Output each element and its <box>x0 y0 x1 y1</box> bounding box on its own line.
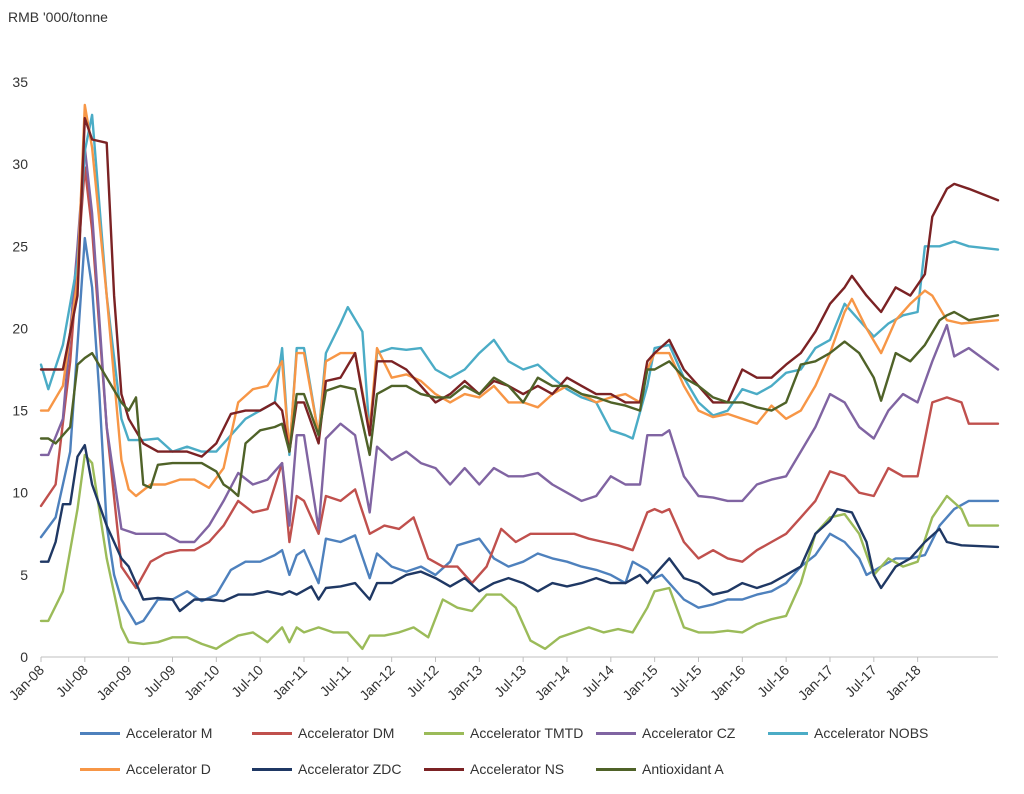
legend-swatch <box>596 731 636 735</box>
x-tick-label: Jan-14 <box>532 662 574 704</box>
x-tick-label: Jan-10 <box>181 662 223 704</box>
legend-swatch <box>80 767 120 771</box>
series-line-antioxidant-a <box>39 310 1000 498</box>
x-tick-label: Jan-16 <box>707 662 749 704</box>
legend-item: Accelerator ZDC <box>252 758 424 780</box>
legend-item: Accelerator TMTD <box>424 722 596 744</box>
y-tick-label: 30 <box>12 156 28 172</box>
x-tick-label: Jul-11 <box>316 662 354 700</box>
legend-label: Accelerator D <box>126 761 211 777</box>
legend-item: Accelerator M <box>80 722 252 744</box>
legend-row: Accelerator M Accelerator DM Accelerator T… <box>80 722 980 744</box>
y-tick-label: 0 <box>20 649 28 665</box>
y-tick-label: 15 <box>12 403 28 419</box>
legend-label: Accelerator ZDC <box>298 761 402 777</box>
y-tick-label: 25 <box>12 238 28 254</box>
legend-item: Accelerator CZ <box>596 722 768 744</box>
x-tick-label: Jan-12 <box>356 662 398 704</box>
x-tick-label: Jan-11 <box>269 662 310 703</box>
legend-swatch <box>424 767 464 771</box>
x-tick-label: Jul-10 <box>228 662 266 700</box>
legend-label: Antioxidant A <box>642 761 724 777</box>
x-tick-label: Jul-09 <box>140 662 178 700</box>
x-tick-label: Jul-08 <box>53 662 91 700</box>
legend-swatch <box>252 767 292 771</box>
legend-label: Accelerator NOBS <box>814 725 929 741</box>
series-line-accelerator-zdc <box>39 443 1000 613</box>
x-tick-label: Jul-13 <box>491 662 529 700</box>
legend-label: Accelerator CZ <box>642 725 736 741</box>
y-unit-label: RMB '000/tonne <box>8 9 108 25</box>
x-tick-label: Jul-12 <box>403 662 441 700</box>
legend-label: Accelerator DM <box>298 725 395 741</box>
x-tick-label: Jan-09 <box>93 662 135 704</box>
legend: Accelerator M Accelerator DM Accelerator T… <box>80 722 980 794</box>
x-tick-label: Jan-13 <box>444 662 486 704</box>
x-axis: Jan-08 Jul-08 Jan-09 Jul-09 Jan-10 Jul-10 Jan-… <box>6 657 924 703</box>
legend-label: Accelerator TMTD <box>470 725 584 741</box>
legend-swatch <box>768 731 808 735</box>
y-tick-label: 35 <box>12 74 28 90</box>
legend-swatch <box>596 767 636 771</box>
x-tick-label: Jul-14 <box>579 662 617 700</box>
x-tick-label: Jan-18 <box>882 662 924 704</box>
series-line-accelerator-cz <box>39 146 1000 544</box>
legend-item: Accelerator DM <box>252 722 424 744</box>
legend-row: Accelerator D Accelerator ZDC Accelerator … <box>80 758 980 780</box>
y-tick-label: 5 <box>20 567 28 583</box>
legend-item: Antioxidant A <box>596 758 768 780</box>
y-tick-label: 10 <box>12 485 28 501</box>
x-tick-label: Jan-08 <box>6 662 48 704</box>
y-axis: 0 5 10 15 20 25 30 35 <box>12 74 28 665</box>
series-line-accelerator-nobs <box>39 113 1000 457</box>
legend-item: Accelerator D <box>80 758 252 780</box>
series-line-accelerator-ns <box>39 116 1000 458</box>
legend-item: Accelerator NOBS <box>768 722 940 744</box>
legend-label: Accelerator NS <box>470 761 565 777</box>
legend-item: Accelerator NS <box>424 758 596 780</box>
series-line-accelerator-d <box>39 103 1000 498</box>
x-tick-label: Jan-15 <box>619 662 661 704</box>
legend-swatch <box>80 731 120 735</box>
x-tick-label: Jan-17 <box>795 662 837 704</box>
legend-swatch <box>252 731 292 735</box>
y-tick-label: 20 <box>12 320 28 336</box>
series-line-accelerator-dm <box>39 166 1000 590</box>
legend-swatch <box>424 731 464 735</box>
x-tick-label: Jul-15 <box>666 662 704 700</box>
x-tick-label: Jul-17 <box>842 662 880 700</box>
x-tick-label: Jul-16 <box>754 662 792 700</box>
series-line-accelerator-m <box>39 236 1000 626</box>
legend-label: Accelerator M <box>126 725 213 741</box>
series-lines <box>39 103 1000 650</box>
